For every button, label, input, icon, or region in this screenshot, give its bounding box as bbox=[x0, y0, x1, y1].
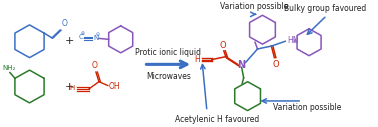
Text: ⊕: ⊕ bbox=[81, 31, 85, 36]
Text: HN: HN bbox=[287, 36, 299, 45]
Text: O: O bbox=[272, 60, 279, 69]
Text: Variation possible: Variation possible bbox=[220, 2, 289, 11]
Text: O: O bbox=[92, 61, 98, 70]
Text: Protic ionic liquid: Protic ionic liquid bbox=[135, 48, 201, 57]
Text: NH₂: NH₂ bbox=[2, 65, 15, 71]
Text: ⊖: ⊖ bbox=[96, 32, 100, 37]
Text: OH: OH bbox=[109, 82, 121, 91]
Text: C: C bbox=[79, 34, 84, 40]
Text: Variation possible: Variation possible bbox=[273, 103, 341, 112]
Text: +: + bbox=[65, 36, 74, 46]
Text: Bulky group favoured: Bulky group favoured bbox=[284, 4, 366, 13]
Text: Acetylenic H favoured: Acetylenic H favoured bbox=[175, 115, 259, 124]
Text: N: N bbox=[93, 35, 98, 41]
Text: H: H bbox=[70, 85, 75, 91]
Text: O: O bbox=[62, 19, 68, 28]
Text: H: H bbox=[194, 55, 200, 64]
Text: +: + bbox=[65, 82, 74, 92]
Text: Microwaves: Microwaves bbox=[146, 72, 191, 81]
Text: O: O bbox=[220, 41, 226, 50]
Text: N: N bbox=[238, 60, 246, 70]
